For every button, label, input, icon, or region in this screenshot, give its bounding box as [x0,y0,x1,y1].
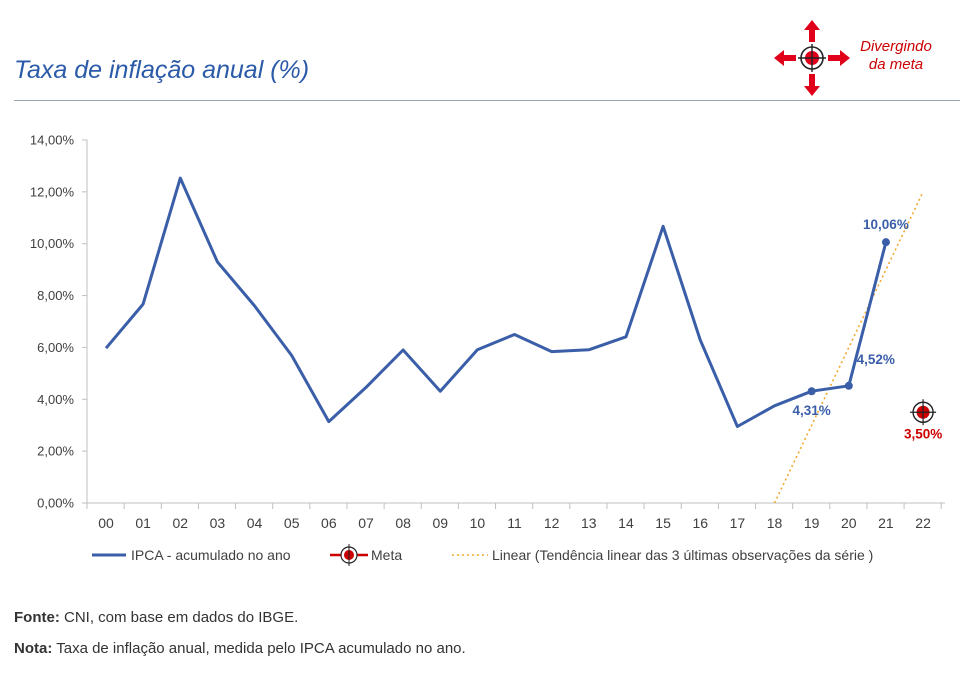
x-tick-label: 02 [172,515,188,531]
trend-line [773,191,924,504]
legend-trend-label: Linear (Tendência linear das 3 últimas o… [492,547,873,563]
data-label: 3,50% [904,426,942,441]
source-note: Fonte: CNI, com base em dados do IBGE. [14,609,298,626]
note-text: Taxa de inflação anual, medida pelo IPCA… [52,640,466,657]
x-tick-label: 22 [915,515,931,531]
x-tick-label: 17 [730,515,746,531]
badge-line-2: da meta [868,56,924,73]
data-label: 4,31% [793,403,831,418]
x-tick-label: 14 [618,515,634,531]
source-label: Fonte: [14,609,60,626]
page-title: Taxa de inflação anual (%) [14,56,310,84]
y-tick-label: 0,00% [37,496,74,511]
x-tick-label: 20 [841,515,857,531]
badge-line-1: Divergindo [860,38,932,55]
x-tick-label: 21 [878,515,894,531]
x-tick-label: 06 [321,515,337,531]
x-tick-label: 19 [804,515,820,531]
ipca-series-line [104,176,888,428]
x-tick-label: 15 [655,515,671,531]
x-tick-label: 04 [247,515,263,531]
ipca-point [881,238,890,247]
x-tick-label: 11 [507,515,522,531]
x-tick-label: 16 [692,515,708,531]
source-text: CNI, com base em dados do IBGE. [59,609,299,626]
meta-marker [910,399,937,426]
x-tick-label: 03 [210,515,226,531]
note-label: Nota: [14,640,53,657]
y-tick-label: 6,00% [37,340,74,355]
diverging-badge: Divergindo da meta [856,38,936,74]
crosshair-arrows-icon [774,20,850,96]
x-tick-label: 00 [98,515,114,531]
ipca-point [844,381,853,390]
y-tick-label: 12,00% [30,184,75,199]
title-divider [14,100,960,101]
x-tick-label: 08 [395,515,411,531]
legend-meta-label: Meta [371,547,402,563]
x-tick-label: 05 [284,515,300,531]
x-tick-label: 10 [470,515,486,531]
y-tick-label: 8,00% [37,288,74,303]
data-label: 10,06% [863,217,909,232]
inflation-chart: 0,00% 2,00% 4,00% 6,00% 8,00% 10,00% 12,00% 14,… [30,133,945,566]
data-label: 4,52% [857,352,895,367]
y-tick-label: 2,00% [37,444,74,459]
x-tick-label: 07 [358,515,374,531]
x-tick-label: 13 [581,515,597,531]
x-tick-label: 09 [432,515,448,531]
ipca-point [807,387,816,396]
method-note: Nota: Taxa de inflação anual, medida pel… [14,640,466,657]
x-tick-label: 12 [544,515,560,531]
x-tick-label: 01 [135,515,151,531]
y-tick-label: 14,00% [30,133,75,148]
legend-ipca-label: IPCA - acumulado no ano [131,547,291,563]
y-tick-label: 10,00% [30,236,75,251]
y-tick-label: 4,00% [37,392,74,407]
x-tick-label: 18 [767,515,783,531]
